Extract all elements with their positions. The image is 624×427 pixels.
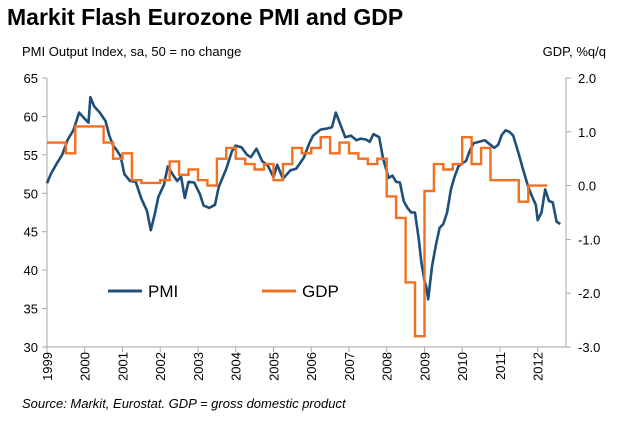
- right-tick-label: 0.0: [578, 179, 596, 194]
- series-group: [45, 95, 561, 338]
- left-tick-label: 40: [24, 263, 38, 278]
- left-axis-label: PMI Output Index, sa, 50 = no change: [22, 44, 242, 59]
- x-tick-label: 2006: [304, 352, 319, 381]
- chart-title: Markit Flash Eurozone PMI and GDP: [7, 4, 404, 30]
- right-tick-label: 1.0: [578, 125, 596, 140]
- right-tick-label: -3.0: [578, 340, 600, 355]
- right-axis-ticks: 2.0 1.0 0.0 -1.0 -2.0 -3.0: [566, 71, 600, 355]
- x-tick-label: 2008: [380, 352, 395, 381]
- left-tick-label: 30: [24, 340, 38, 355]
- x-tick-label: 2004: [229, 352, 244, 381]
- right-axis-label: GDP, %q/q: [542, 44, 606, 59]
- axes: [46, 78, 567, 348]
- x-tick-label: 2007: [342, 352, 357, 381]
- left-tick-label: 65: [24, 71, 38, 86]
- legend-label-pmi: PMI: [148, 282, 178, 301]
- x-tick-label: 2012: [531, 352, 546, 381]
- x-tick-label: 2001: [115, 352, 130, 381]
- left-tick-label: 60: [24, 109, 38, 124]
- x-tick-label: 2009: [417, 352, 432, 381]
- left-axis-ticks: 65 60 55 50 45 40 35 30: [24, 71, 47, 355]
- right-tick-label: -2.0: [578, 286, 600, 301]
- right-tick-label: 2.0: [578, 71, 596, 86]
- pmi-series-line: [45, 95, 561, 301]
- x-axis-ticks: 1999 2000 2001 2002 2003 2004 2005 2006 2007 2008…: [40, 347, 546, 381]
- gdp-series-line: [47, 125, 548, 338]
- x-tick-label: 2010: [455, 352, 470, 381]
- x-tick-label: 1999: [40, 352, 55, 381]
- left-tick-label: 55: [24, 148, 38, 163]
- x-tick-label: 2003: [191, 352, 206, 381]
- right-tick-label: -1.0: [578, 232, 600, 247]
- x-tick-label: 2011: [493, 352, 508, 380]
- x-tick-label: 2000: [78, 352, 93, 381]
- legend: PMI GDP: [108, 282, 339, 301]
- left-tick-label: 45: [24, 225, 38, 240]
- left-tick-label: 50: [24, 186, 38, 201]
- x-tick-label: 2002: [153, 352, 168, 381]
- x-tick-label: 2005: [266, 352, 281, 381]
- source-note: Source: Markit, Eurostat. GDP = gross do…: [22, 396, 346, 411]
- legend-label-gdp: GDP: [302, 282, 339, 301]
- left-tick-label: 35: [24, 302, 38, 317]
